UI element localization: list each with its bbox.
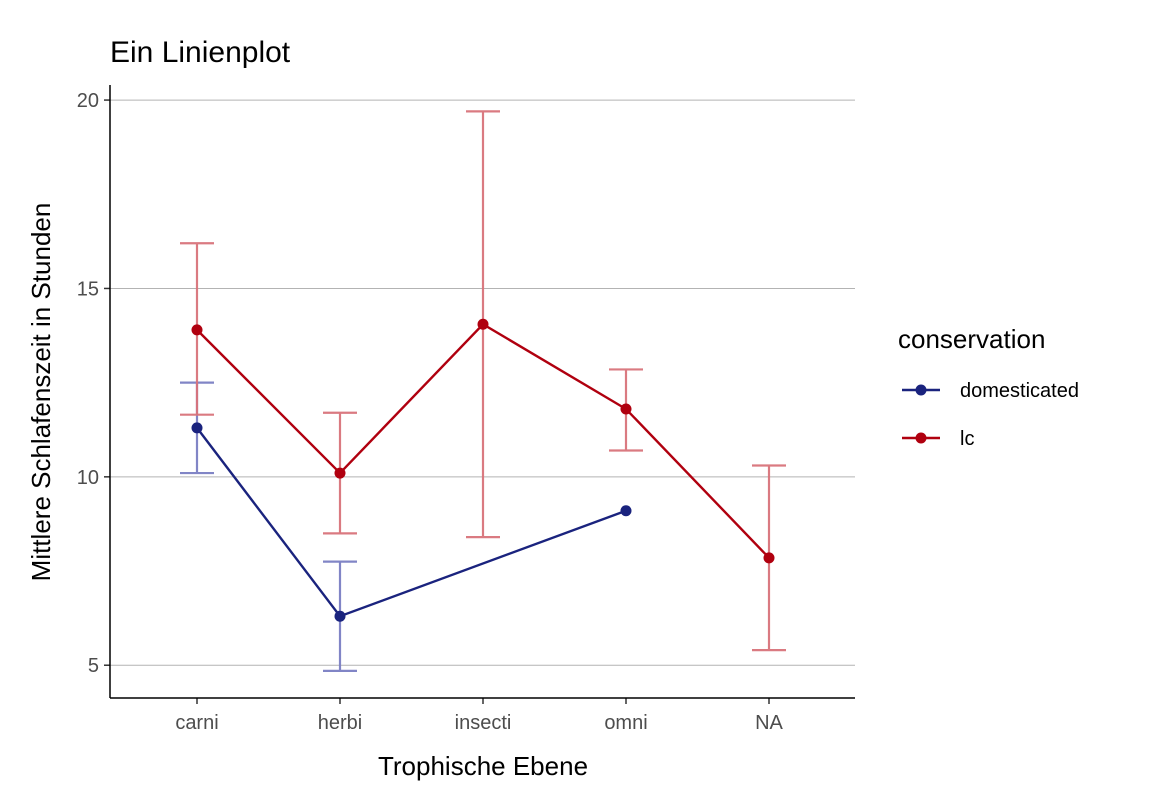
legend-label-lc: lc: [960, 428, 974, 450]
x-tick-label-3: omni: [604, 712, 647, 734]
series-line-domesticated: [196, 427, 627, 618]
x-axis-ticks: carni herbi insecti omni NA: [175, 698, 784, 734]
error-bars: [180, 110, 786, 672]
y-axis-ticks: 5 10 15 20: [77, 90, 110, 677]
y-tick-label-0: 5: [88, 655, 99, 677]
legend-item-lc: lc: [902, 428, 974, 450]
point-lc-NA: [763, 552, 775, 564]
point-lc-carni: [191, 324, 203, 336]
legend: conservation domesticated lc: [898, 324, 1079, 450]
y-axis-label: Mittlere Schlafenszeit in Stunden: [26, 203, 56, 582]
legend-items: domesticated lc: [902, 380, 1079, 450]
y-tick-label-1: 10: [77, 467, 99, 489]
legend-key-point-lc: [915, 432, 927, 444]
legend-key-point-domesticated: [915, 384, 927, 396]
point-domesticated-omni: [620, 505, 632, 517]
point-lc-omni: [620, 403, 632, 415]
x-tick-label-4: NA: [755, 712, 783, 734]
x-tick-label-1: herbi: [318, 712, 362, 734]
chart-title: Ein Linienplot: [110, 36, 291, 69]
point-lc-herbi: [334, 467, 346, 479]
legend-item-domesticated: domesticated: [902, 380, 1079, 402]
point-domesticated-herbi: [334, 610, 346, 622]
x-axis-label: Trophische Ebene: [378, 751, 588, 781]
y-tick-label-2: 15: [77, 278, 99, 300]
point-lc-insecti: [477, 318, 489, 330]
legend-label-domesticated: domesticated: [960, 380, 1079, 402]
legend-title: conservation: [898, 324, 1045, 354]
y-tick-label-3: 20: [77, 90, 99, 112]
x-tick-label-2: insecti: [455, 712, 512, 734]
x-tick-label-0: carni: [175, 712, 218, 734]
data-points: [191, 318, 775, 622]
point-domesticated-carni: [191, 422, 203, 434]
